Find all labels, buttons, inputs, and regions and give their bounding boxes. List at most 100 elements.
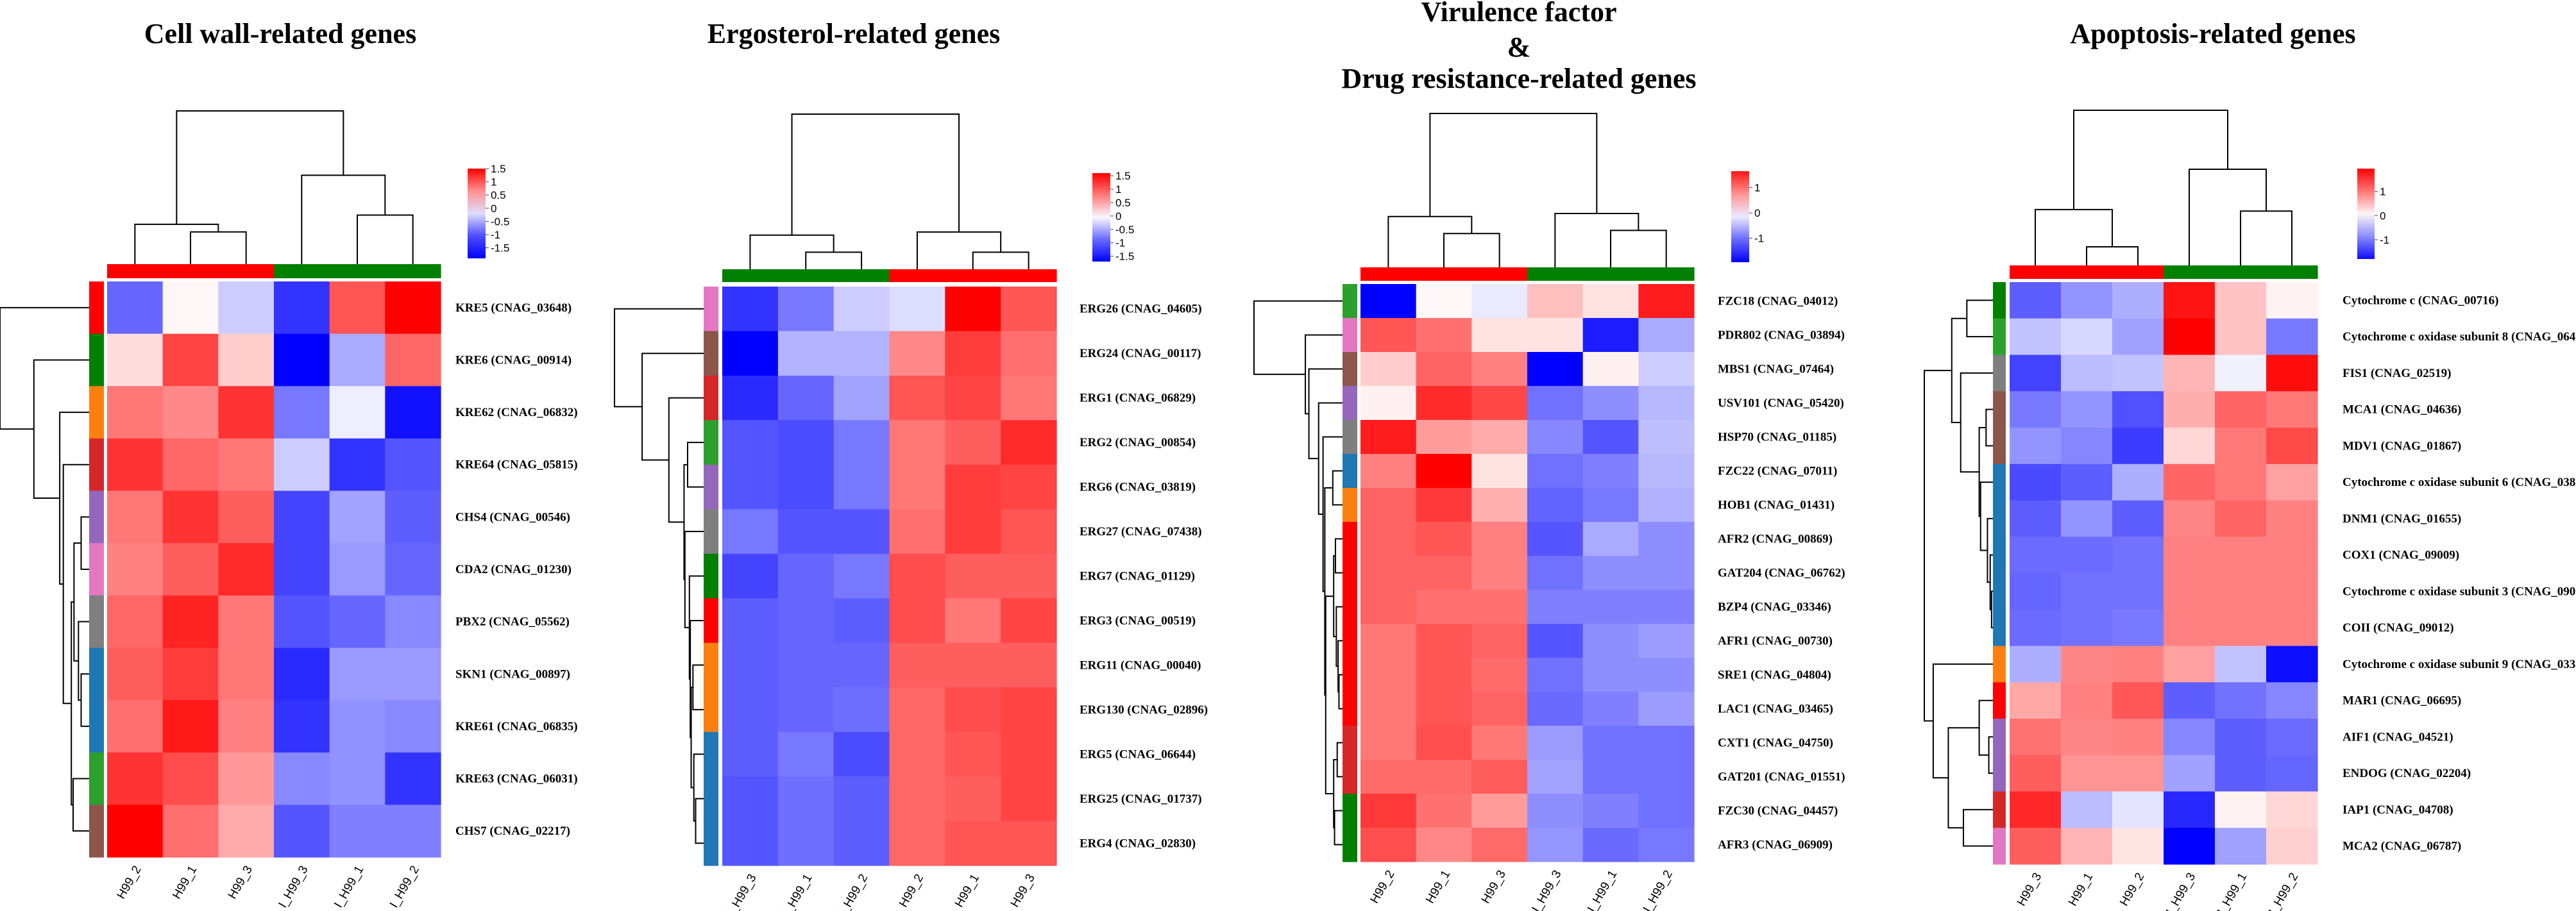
row-group-bar <box>89 752 104 805</box>
row-dendrogram-branch <box>614 308 704 408</box>
column-group-bar <box>162 264 219 278</box>
heatmap-cell <box>2061 646 2113 683</box>
column-dendrogram-branch <box>1554 213 1640 267</box>
heatmap-cell <box>1527 420 1584 455</box>
column-group-bar <box>1471 267 1528 281</box>
row-label: KRE63 (CNAG_06031) <box>455 773 578 786</box>
heatmap-cell <box>2215 391 2267 428</box>
heatmap-cell <box>1582 284 1639 319</box>
heatmap-cell <box>889 642 945 688</box>
row-group-bar <box>704 821 718 866</box>
column-group-bar <box>385 264 441 278</box>
row-dendrogram-branch <box>1318 402 1343 515</box>
legend-tick-label: -1.5 <box>1115 251 1134 263</box>
heatmap-cell <box>107 595 164 649</box>
heatmap-cell <box>2266 391 2318 428</box>
heatmap-cell <box>1471 692 1528 726</box>
row-label: MDV1 (CNAG_01867) <box>2343 439 2461 453</box>
row-group-bar <box>1993 755 2006 792</box>
row-group-bar <box>1343 352 1357 387</box>
heatmap-cell <box>218 490 275 544</box>
heatmap-cell <box>777 731 835 777</box>
heatmap-cell <box>2164 609 2216 647</box>
heatmap-cell <box>329 281 386 335</box>
heatmap-cell <box>1638 488 1695 522</box>
heatmap-cell <box>1638 522 1695 556</box>
heatmap-cell <box>162 595 219 649</box>
column-label: I_H99_1 <box>332 864 366 910</box>
column-dendrogram-branch <box>2035 208 2113 265</box>
row-group-bar <box>704 598 718 644</box>
heatmap-cell <box>2061 428 2113 465</box>
row-label: KRE62 (CNAG_06832) <box>455 406 578 419</box>
heatmap-cell <box>722 553 779 599</box>
row-dendrogram-branch <box>80 516 89 570</box>
heatmap-cell <box>2266 355 2318 392</box>
heatmap-cell <box>2164 282 2216 319</box>
row-group-bar <box>1993 791 2006 828</box>
heatmap-cell <box>1360 488 1417 522</box>
heatmap-cell <box>945 420 1001 465</box>
row-label: CHS7 (CNAG_02217) <box>455 824 570 838</box>
legend-tick-label: -1 <box>1754 233 1764 245</box>
heatmap-cell <box>1416 454 1472 489</box>
row-group-bar <box>1993 391 2006 428</box>
row-group-bar <box>89 438 104 492</box>
heatmap-panel-2: Ergosterol-related genes ERG26 (CNAG_0460… <box>614 18 1208 911</box>
heatmap-cell <box>1471 760 1528 794</box>
heatmap-cell <box>777 509 835 555</box>
row-label: ERG25 (CNAG_01737) <box>1080 792 1202 806</box>
heatmap-cell <box>833 642 890 688</box>
heatmap-cell <box>2010 391 2062 428</box>
row-dendrogram-branch <box>1990 590 1993 629</box>
row-dendrogram-branch <box>1335 606 1343 667</box>
heatmap-cell <box>107 752 164 805</box>
heatmap-cell <box>1527 760 1584 794</box>
heatmap-cell <box>162 752 219 805</box>
legend-tick-label: -1 <box>1115 237 1125 249</box>
row-label: FZC30 (CNAG_04457) <box>1718 805 1838 818</box>
heatmap-cell <box>833 420 890 465</box>
heatmap-cell <box>1001 821 1057 866</box>
heatmap-cell <box>1360 726 1417 760</box>
row-group-bar <box>1343 454 1357 489</box>
heatmap-cell <box>2061 609 2113 647</box>
row-label: AIF1 (CNAG_04521) <box>2343 730 2453 744</box>
heatmap-cell <box>945 331 1001 376</box>
heatmap-cell <box>1416 692 1472 726</box>
row-dendrogram-branch <box>33 359 89 499</box>
heatmap-cell <box>274 333 330 387</box>
row-group-bar <box>89 805 104 858</box>
column-dendrogram-branch <box>357 214 414 264</box>
heatmap-cell <box>2266 537 2318 574</box>
heatmap-cell <box>2061 318 2113 356</box>
column-group-bar <box>2112 265 2164 279</box>
legend-tick-label: 1 <box>2380 186 2385 198</box>
heatmap-cell <box>1471 318 1528 353</box>
heatmap-cell <box>2215 755 2267 792</box>
heatmap-cell <box>889 731 945 777</box>
heatmap-cell <box>2061 537 2113 574</box>
heatmap-cell <box>1471 726 1528 760</box>
heatmap-cell <box>1001 687 1057 733</box>
heatmap-cell <box>329 490 386 544</box>
heatmap-cell <box>2164 428 2216 465</box>
heatmap-cell <box>833 375 890 421</box>
row-dendrogram-branch <box>695 798 704 844</box>
heatmap-cell <box>329 333 386 387</box>
column-dendrogram-branch <box>1610 230 1667 267</box>
row-label: ERG4 (CNAG_02830) <box>1080 837 1196 850</box>
heatmap-cell <box>1527 658 1584 692</box>
row-label: CXT1 (CNAG_04750) <box>1718 737 1833 750</box>
heatmap-cell <box>1582 794 1639 828</box>
heatmap-cell <box>1001 776 1057 822</box>
row-label: USV101 (CNAG_05420) <box>1718 397 1844 410</box>
heatmap-cell <box>2112 573 2164 610</box>
row-dendrogram-branch <box>686 442 704 488</box>
column-group-bar <box>1582 267 1639 281</box>
heatmap-cell <box>385 752 441 805</box>
row-label: KRE64 (CNAG_05815) <box>455 458 578 472</box>
column-dendrogram-branch <box>2073 110 2228 210</box>
heatmap-cell <box>1638 624 1695 658</box>
heatmap-cell <box>385 490 441 544</box>
